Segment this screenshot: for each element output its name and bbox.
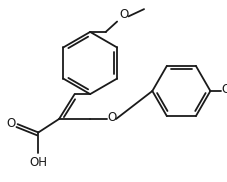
Text: O: O (119, 7, 128, 21)
Text: O: O (221, 84, 227, 96)
Text: O: O (6, 117, 15, 130)
Text: O: O (107, 111, 116, 124)
Text: OH: OH (29, 156, 47, 169)
